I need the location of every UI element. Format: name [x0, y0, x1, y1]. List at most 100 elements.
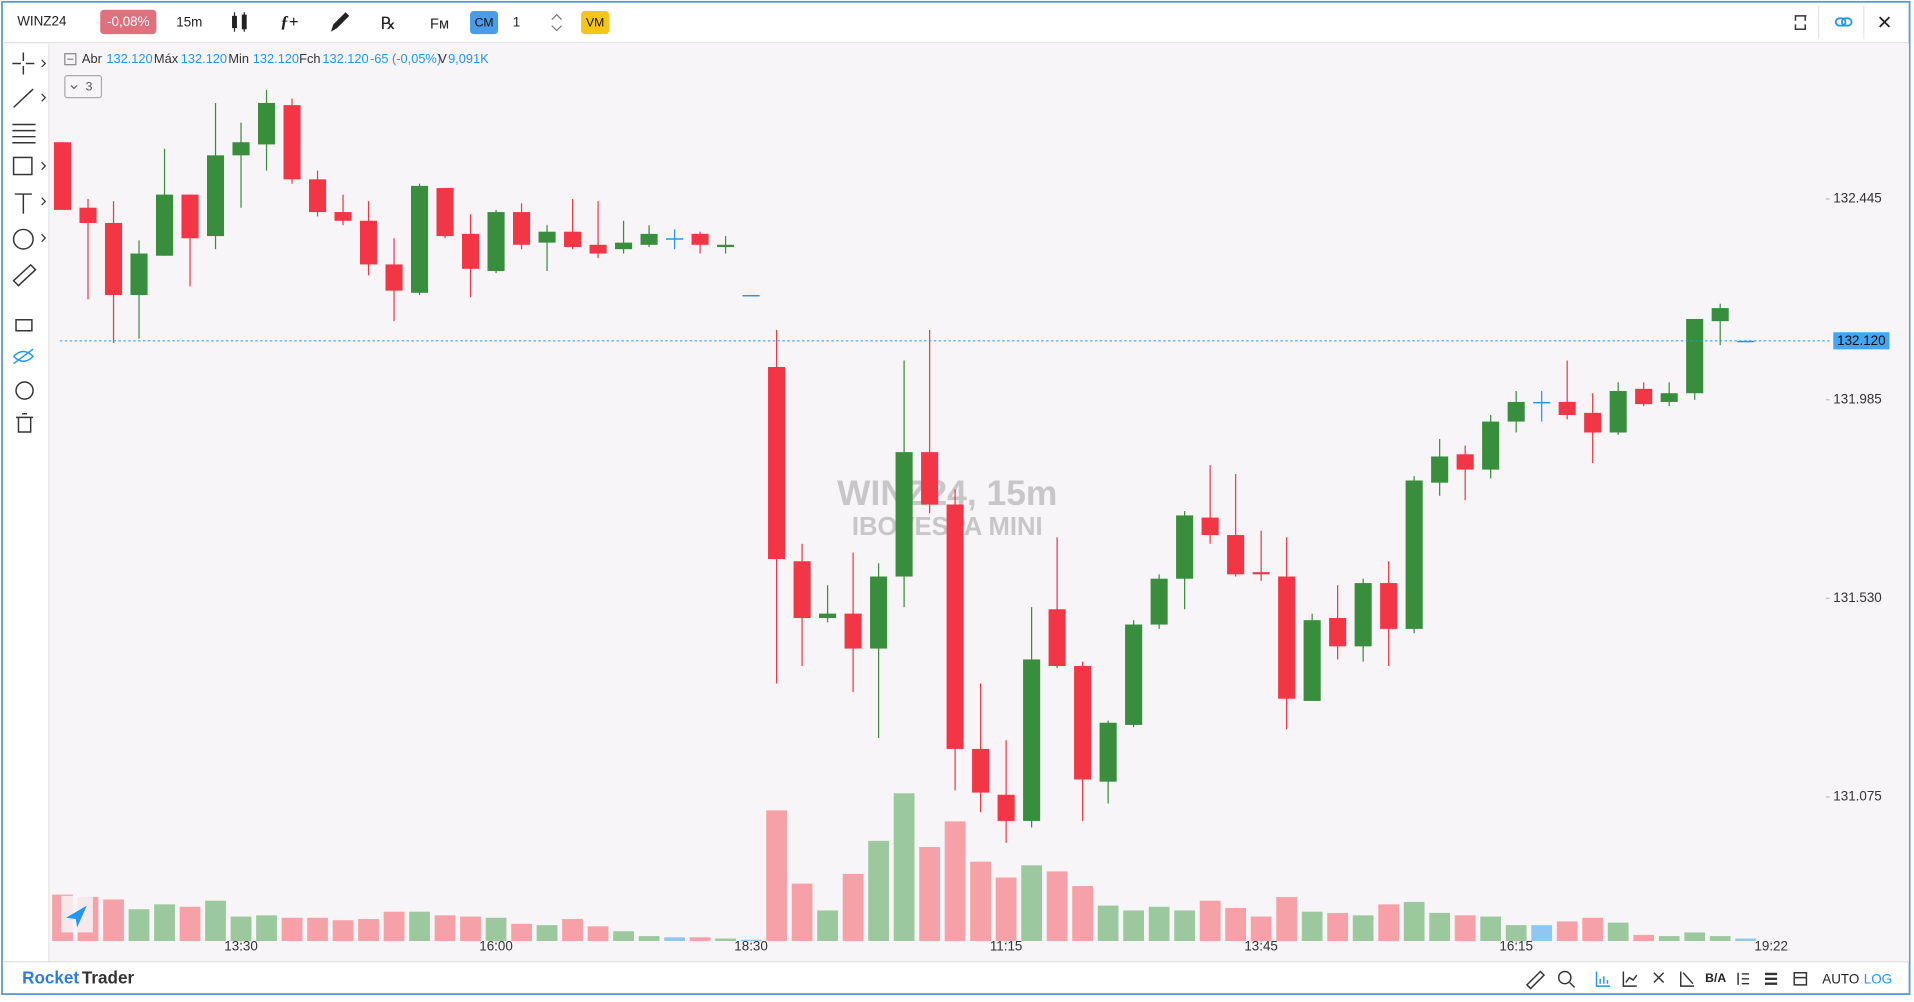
volume-bar	[1633, 934, 1655, 941]
candle-body	[385, 264, 403, 291]
help-tool[interactable]	[15, 381, 34, 400]
volume-bar	[1454, 915, 1476, 941]
candle-body	[513, 212, 531, 245]
volume-bar	[562, 919, 583, 941]
lock-tool[interactable]	[15, 319, 33, 332]
book-button[interactable]	[1737, 972, 1750, 985]
change: -0,08%	[107, 14, 150, 29]
volume-bar	[664, 937, 685, 941]
ruler-tool[interactable]	[12, 263, 37, 287]
volume-bar	[1480, 916, 1502, 941]
candle-body	[1125, 624, 1143, 725]
text-tool[interactable]	[14, 193, 32, 214]
fullscreen-button[interactable]	[1794, 15, 1807, 31]
volume-bar	[587, 926, 609, 941]
volume-button[interactable]	[1595, 971, 1610, 987]
draw-button[interactable]	[330, 12, 350, 32]
x-tick-label: 16:15	[1499, 939, 1533, 954]
volume-bar	[1097, 905, 1119, 941]
candle-body	[615, 242, 633, 250]
symbol[interactable]: WINZ24	[17, 14, 67, 29]
volume-bar	[1199, 900, 1221, 941]
candle-body	[1048, 609, 1066, 666]
vm-button[interactable]: VM	[586, 15, 604, 29]
volume-bar	[868, 840, 889, 941]
fm-button[interactable]: Fᴍ	[430, 16, 449, 32]
candle-body	[79, 207, 97, 223]
candle-body	[1635, 388, 1653, 405]
indicator-count[interactable]: 3	[86, 79, 93, 93]
scale-button[interactable]	[1680, 971, 1695, 987]
candle-body	[104, 222, 123, 295]
plot: 132.445 131.985 131.530 131.075 13:30 16:00 18…	[52, 89, 1890, 954]
indicators-button[interactable]: ƒ+	[280, 12, 298, 31]
candle-body	[768, 367, 786, 560]
candle-body	[1176, 515, 1194, 579]
volume-bar	[919, 847, 940, 941]
auto-button[interactable]: AUTO	[1822, 972, 1859, 987]
legend-value: 132.120	[106, 51, 152, 66]
candle-body	[1303, 620, 1321, 701]
volume-bar	[1123, 910, 1144, 941]
volume-bar	[1174, 910, 1196, 941]
zoom-button[interactable]	[1557, 970, 1572, 985]
volume-bar	[1046, 871, 1068, 941]
volume-bar	[1684, 932, 1706, 941]
link-button[interactable]	[1834, 17, 1853, 27]
candle-body	[538, 231, 556, 243]
spinner[interactable]	[551, 13, 563, 32]
candle-body	[257, 102, 276, 145]
volume-bar	[689, 937, 711, 941]
volume-bar	[1072, 886, 1093, 941]
candle-body	[283, 105, 301, 180]
panel-button[interactable]	[1793, 971, 1808, 986]
cm-button-bg[interactable]	[470, 10, 499, 35]
volume-bar	[842, 873, 864, 941]
studies-button[interactable]: ℞	[381, 14, 396, 33]
candle-body	[997, 794, 1015, 821]
shape-tool[interactable]	[12, 156, 33, 176]
candle-body	[1252, 572, 1270, 575]
legend-label: Fch	[299, 51, 320, 66]
y-tick-label: 131.985	[1833, 391, 1881, 406]
candle-body	[895, 452, 913, 577]
volume-bar	[1378, 904, 1400, 941]
y-tick-label: 131.530	[1833, 590, 1881, 605]
cm-button[interactable]: CM	[475, 15, 494, 29]
candle-body	[334, 212, 352, 221]
candle-body	[1150, 578, 1168, 625]
candle-body	[793, 561, 811, 618]
interval-button[interactable]: 15m	[176, 15, 202, 30]
fib-tool[interactable]	[12, 123, 36, 144]
volume-bar	[1352, 915, 1374, 941]
vm-button-bg[interactable]	[581, 10, 610, 35]
candle-body	[1456, 454, 1474, 470]
ruler-button[interactable]	[1525, 970, 1546, 990]
legend-collapse[interactable]	[64, 53, 77, 66]
close-button[interactable]	[1879, 16, 1891, 28]
line-button[interactable]	[1622, 971, 1638, 987]
navigate-button[interactable]	[66, 905, 87, 928]
x-tick-label: 13:30	[224, 939, 258, 954]
ba-button[interactable]: B/A	[1705, 971, 1726, 985]
count[interactable]: 1	[513, 15, 520, 30]
volume-bar	[281, 917, 303, 941]
line-tool[interactable]	[13, 88, 34, 108]
candle-body	[1074, 665, 1092, 780]
log-button[interactable]: LOG	[1864, 972, 1892, 987]
emoji-tool[interactable]	[12, 228, 34, 250]
candle-body	[717, 244, 735, 247]
list-button[interactable]	[1764, 972, 1778, 985]
volume-bar	[1148, 906, 1170, 941]
crosshair-tool[interactable]	[12, 52, 35, 75]
volume-bar	[817, 910, 838, 941]
delete-tool[interactable]	[16, 413, 34, 433]
grid-button[interactable]	[1653, 972, 1665, 983]
hide-tool[interactable]	[13, 348, 35, 365]
volume-bar	[1505, 925, 1527, 941]
candle-type-button[interactable]	[232, 12, 247, 32]
indicator-toggle[interactable]	[64, 75, 103, 99]
